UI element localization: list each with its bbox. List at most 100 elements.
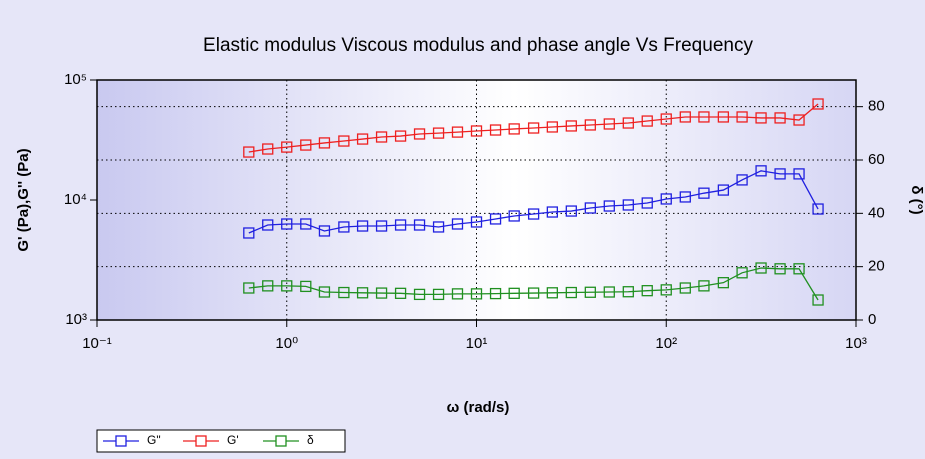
point-marker xyxy=(774,263,786,275)
point-marker xyxy=(565,205,577,217)
point-marker xyxy=(394,130,407,142)
point-marker xyxy=(755,165,767,177)
point-marker xyxy=(755,262,767,274)
y-tick-label: 10⁴ xyxy=(64,191,87,208)
point-marker xyxy=(432,288,445,301)
point-marker xyxy=(300,280,312,293)
point-marker xyxy=(489,124,502,136)
point-marker xyxy=(584,119,596,131)
point-marker xyxy=(508,210,520,222)
y-tick-label: 10⁵ xyxy=(64,71,87,88)
point-marker xyxy=(679,111,691,123)
point-marker xyxy=(812,294,824,306)
legend-marker xyxy=(115,435,127,447)
point-marker xyxy=(432,221,445,233)
point-marker xyxy=(641,285,653,297)
y2-axis-label: δ (°) xyxy=(908,185,925,214)
point-marker xyxy=(318,286,331,298)
point-marker xyxy=(413,288,426,301)
point-marker xyxy=(812,98,824,110)
point-marker xyxy=(262,143,274,155)
series-line xyxy=(248,267,819,301)
point-marker xyxy=(356,287,369,299)
point-marker xyxy=(679,282,691,294)
point-marker xyxy=(262,280,274,292)
point-marker xyxy=(413,128,426,140)
y2-tick-label: 60 xyxy=(868,151,885,168)
y2-tick-label: 80 xyxy=(868,98,885,115)
x-tick-label: 10⁻¹ xyxy=(82,335,112,352)
point-marker xyxy=(318,137,331,149)
legend-label: δ xyxy=(307,433,314,447)
point-marker xyxy=(262,219,274,231)
point-marker xyxy=(698,280,710,292)
point-marker xyxy=(698,187,710,199)
point-marker xyxy=(546,206,558,218)
point-marker xyxy=(394,287,407,299)
point-marker xyxy=(774,112,786,124)
y-axis-label: G' (Pa),G'' (Pa) xyxy=(15,148,32,251)
point-marker xyxy=(338,221,350,233)
point-marker xyxy=(717,184,730,196)
series-line xyxy=(248,170,819,234)
x-axis-label: ω (rad/s) xyxy=(447,399,510,416)
point-marker xyxy=(375,220,388,232)
point-marker xyxy=(698,111,710,123)
legend-marker xyxy=(275,435,287,447)
point-marker xyxy=(451,126,464,138)
point-marker xyxy=(660,113,672,125)
x-tick-label: 10⁰ xyxy=(275,335,298,352)
point-marker xyxy=(622,286,634,298)
point-marker xyxy=(470,125,483,137)
legend-marker xyxy=(195,435,207,447)
point-marker xyxy=(793,114,805,126)
point-marker xyxy=(243,146,255,158)
point-marker xyxy=(584,202,596,214)
point-marker xyxy=(736,111,748,123)
point-marker xyxy=(394,219,407,231)
point-marker xyxy=(565,120,577,132)
point-marker xyxy=(413,219,426,231)
point-marker xyxy=(641,197,653,209)
point-marker xyxy=(660,284,672,296)
point-marker xyxy=(243,282,255,294)
point-marker xyxy=(527,287,540,299)
point-marker xyxy=(356,220,369,232)
x-tick-label: 10³ xyxy=(845,335,867,352)
point-marker xyxy=(717,277,730,289)
point-marker xyxy=(318,225,331,237)
point-marker xyxy=(451,288,464,300)
point-marker xyxy=(451,218,464,230)
point-marker xyxy=(356,133,369,145)
y2-tick-label: 0 xyxy=(868,311,876,328)
point-marker xyxy=(375,131,388,143)
point-marker xyxy=(812,203,824,215)
point-marker xyxy=(793,263,805,275)
point-marker xyxy=(622,199,634,211)
point-marker xyxy=(300,139,312,151)
point-marker xyxy=(565,286,577,299)
point-marker xyxy=(338,135,350,147)
point-marker xyxy=(641,115,653,127)
y2-tick-label: 20 xyxy=(868,258,885,275)
point-marker xyxy=(603,286,615,298)
point-marker xyxy=(717,111,730,123)
point-marker xyxy=(755,112,767,124)
point-marker xyxy=(546,287,558,299)
point-marker xyxy=(622,117,634,129)
point-marker xyxy=(527,122,540,134)
x-tick-label: 10² xyxy=(655,335,677,352)
point-marker xyxy=(793,168,805,180)
point-marker xyxy=(281,280,293,292)
point-marker xyxy=(489,213,502,225)
point-marker xyxy=(508,287,520,299)
point-marker xyxy=(432,127,445,139)
point-marker xyxy=(546,121,558,133)
point-marker xyxy=(243,227,255,239)
y-tick-label: 10³ xyxy=(65,311,87,328)
point-marker xyxy=(736,267,748,279)
point-marker xyxy=(281,141,293,153)
point-marker xyxy=(679,191,691,203)
point-marker xyxy=(774,168,786,180)
